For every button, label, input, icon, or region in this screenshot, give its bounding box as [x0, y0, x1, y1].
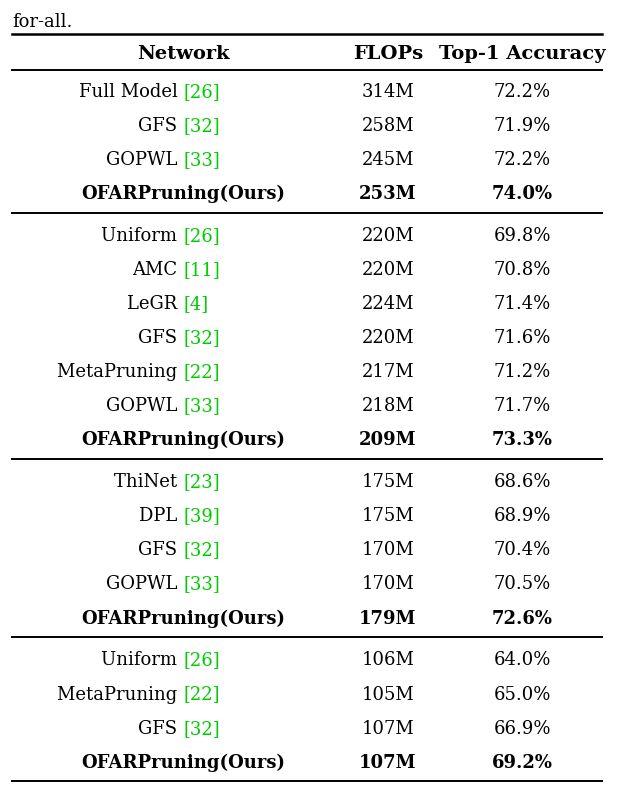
Text: [33]: [33]: [183, 576, 220, 593]
Text: 73.3%: 73.3%: [492, 432, 553, 449]
Text: 71.2%: 71.2%: [494, 364, 551, 381]
Text: 107M: 107M: [359, 754, 417, 771]
Text: 74.0%: 74.0%: [492, 185, 553, 203]
Text: GOPWL: GOPWL: [106, 576, 183, 593]
Text: 71.7%: 71.7%: [494, 398, 551, 415]
Text: 70.5%: 70.5%: [494, 576, 551, 593]
Text: 170M: 170M: [361, 576, 414, 593]
Text: 69.8%: 69.8%: [494, 227, 551, 245]
Text: OFARPruning(Ours): OFARPruning(Ours): [81, 431, 285, 449]
Text: [33]: [33]: [183, 151, 220, 169]
Text: Full Model: Full Model: [79, 83, 183, 101]
Text: Uniform: Uniform: [102, 652, 183, 669]
Text: GFS: GFS: [139, 542, 183, 559]
Text: 71.9%: 71.9%: [494, 117, 551, 135]
Text: 71.6%: 71.6%: [494, 329, 551, 347]
Text: DPL: DPL: [139, 508, 183, 525]
Text: Network: Network: [137, 45, 230, 63]
Text: 107M: 107M: [361, 720, 414, 737]
Text: GFS: GFS: [139, 329, 183, 347]
Text: OFARPruning(Ours): OFARPruning(Ours): [81, 753, 285, 771]
Text: OFARPruning(Ours): OFARPruning(Ours): [81, 185, 285, 203]
Text: 253M: 253M: [359, 185, 417, 203]
Text: [26]: [26]: [183, 83, 220, 101]
Text: [4]: [4]: [183, 295, 208, 313]
Text: [39]: [39]: [183, 508, 220, 525]
Text: 68.9%: 68.9%: [494, 508, 551, 525]
Text: 68.6%: 68.6%: [494, 474, 551, 491]
Text: 72.6%: 72.6%: [492, 610, 553, 627]
Text: FLOPs: FLOPs: [353, 45, 423, 63]
Text: [23]: [23]: [183, 474, 220, 491]
Text: [26]: [26]: [183, 227, 220, 245]
Text: 64.0%: 64.0%: [494, 652, 551, 669]
Text: ThiNet: ThiNet: [114, 474, 183, 491]
Text: 314M: 314M: [361, 83, 414, 101]
Text: AMC: AMC: [132, 261, 183, 279]
Text: for-all.: for-all.: [12, 13, 72, 31]
Text: 220M: 220M: [361, 261, 414, 279]
Text: [32]: [32]: [183, 720, 220, 737]
Text: 71.4%: 71.4%: [494, 295, 551, 313]
Text: 218M: 218M: [361, 398, 414, 415]
Text: LeGR: LeGR: [127, 295, 183, 313]
Text: [32]: [32]: [183, 117, 220, 135]
Text: 217M: 217M: [361, 364, 414, 381]
Text: [32]: [32]: [183, 329, 220, 347]
Text: [32]: [32]: [183, 542, 220, 559]
Text: OFARPruning(Ours): OFARPruning(Ours): [81, 609, 285, 627]
Text: 105M: 105M: [361, 686, 414, 703]
Text: 245M: 245M: [362, 151, 414, 169]
Text: 70.8%: 70.8%: [494, 261, 551, 279]
Text: 66.9%: 66.9%: [494, 720, 551, 737]
Text: 175M: 175M: [361, 474, 414, 491]
Text: 106M: 106M: [361, 652, 414, 669]
Text: 72.2%: 72.2%: [494, 151, 551, 169]
Text: 224M: 224M: [362, 295, 414, 313]
Text: 72.2%: 72.2%: [494, 83, 551, 101]
Text: 69.2%: 69.2%: [492, 754, 553, 771]
Text: [33]: [33]: [183, 398, 220, 415]
Text: GFS: GFS: [139, 117, 183, 135]
Text: [26]: [26]: [183, 652, 220, 669]
Text: [22]: [22]: [183, 686, 220, 703]
Text: 220M: 220M: [361, 329, 414, 347]
Text: 209M: 209M: [359, 432, 417, 449]
Text: 170M: 170M: [361, 542, 414, 559]
Text: MetaPruning: MetaPruning: [57, 364, 183, 381]
Text: 175M: 175M: [361, 508, 414, 525]
Text: Top-1 Accuracy: Top-1 Accuracy: [439, 45, 605, 63]
Text: MetaPruning: MetaPruning: [57, 686, 183, 703]
Text: 65.0%: 65.0%: [494, 686, 551, 703]
Text: GFS: GFS: [139, 720, 183, 737]
Text: 70.4%: 70.4%: [494, 542, 551, 559]
Text: 258M: 258M: [361, 117, 414, 135]
Text: Uniform: Uniform: [102, 227, 183, 245]
Text: 179M: 179M: [359, 610, 417, 627]
Text: GOPWL: GOPWL: [106, 151, 183, 169]
Text: [11]: [11]: [183, 261, 220, 279]
Text: [22]: [22]: [183, 364, 220, 381]
Text: 220M: 220M: [361, 227, 414, 245]
Text: GOPWL: GOPWL: [106, 398, 183, 415]
